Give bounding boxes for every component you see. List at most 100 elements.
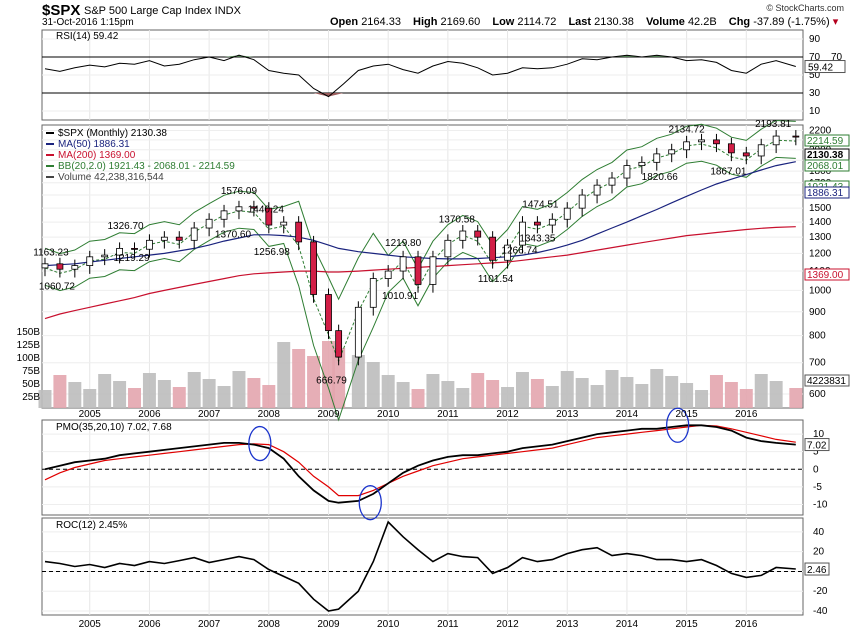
candle-body (638, 161, 646, 167)
volume-bar (366, 362, 380, 408)
volume-bar (172, 387, 186, 408)
volume-bar (38, 390, 52, 408)
candle-body (459, 230, 467, 241)
candle-body (444, 239, 452, 258)
volume-bar (128, 388, 142, 408)
candle-body (399, 256, 407, 272)
volume-bar (441, 381, 455, 408)
candle-body (429, 256, 437, 285)
candle-body (772, 135, 780, 146)
price-tick-label: 1800 (809, 166, 832, 177)
candle-body (668, 149, 676, 155)
x-tick-label: 2008 (258, 619, 281, 630)
datetime-stamp: 31-Oct-2016 1:15pm (42, 17, 134, 28)
brand-label[interactable]: © StockCharts.com (766, 3, 844, 13)
volume-bar (98, 374, 112, 408)
price-annotation: 2134.72 (669, 125, 706, 136)
candle-body (578, 194, 586, 209)
x-tick-label: 2007 (198, 619, 221, 630)
candle-body (414, 256, 422, 285)
volume-bar (789, 388, 803, 408)
price-annotation: 1060.72 (39, 281, 76, 292)
candle-body (310, 241, 317, 295)
last-label: Last (568, 16, 592, 28)
price-tick-label: 1300 (809, 232, 832, 243)
x-tick-label: 2013 (556, 409, 579, 420)
volume-bar (695, 390, 709, 408)
volume-bar (277, 342, 291, 408)
volume-bar (501, 387, 515, 408)
crossover-circle (358, 485, 382, 521)
price-annotation: 1820.66 (642, 172, 679, 183)
panel-frame-price (41, 124, 804, 409)
x-tick-label: 2008 (258, 409, 281, 420)
candle-body (533, 221, 541, 226)
volume-bar (650, 369, 664, 408)
pmo-current-label: 7.02 (807, 441, 827, 452)
price-annotation: 1867.01 (710, 167, 747, 178)
volume-bar (381, 375, 395, 408)
price-tick-label: 2200 (809, 125, 832, 136)
volume-bar (515, 372, 529, 408)
volume-bar (247, 378, 261, 408)
volume-bar (142, 373, 156, 408)
panel-frame-pmo (41, 419, 804, 516)
volume-bar (83, 389, 97, 408)
price-annotation: 1256.98 (254, 247, 291, 258)
volume-bar (456, 388, 470, 408)
rsi-tick-label: 30 (809, 88, 821, 99)
candle-body (71, 265, 79, 270)
price-annotation: 1370.58 (439, 214, 476, 225)
roc-tick-label: 40 (813, 527, 825, 538)
high-label: High (413, 16, 438, 28)
panel-frame-roc (41, 517, 804, 616)
x-tick-label: 2011 (437, 409, 459, 420)
volume-tick-label: 150B (17, 327, 41, 338)
price-annotation: 1343.35 (519, 234, 556, 245)
candle-body (757, 144, 765, 157)
low-value: 2114.72 (517, 16, 557, 28)
x-tick-label: 2007 (198, 409, 221, 420)
x-tick-label: 2015 (675, 409, 698, 420)
high-value: 2169.60 (440, 16, 481, 28)
volume-bar (322, 341, 335, 408)
volume-bar (560, 371, 574, 408)
price-annotation: 1163.23 (33, 248, 69, 259)
volume-bar (530, 379, 544, 408)
volume-bar (471, 373, 485, 408)
bb-lower-line (44, 156, 796, 422)
volume-bar (351, 355, 365, 408)
roc-tick-label: -40 (813, 606, 828, 617)
x-tick-label: 2014 (616, 619, 639, 630)
volume-bar (680, 383, 694, 408)
rsi-oversold-fill (313, 93, 329, 97)
price-tag-label: 1369.00 (807, 270, 844, 281)
price-tag-box (804, 186, 850, 199)
chg-label: Chg (728, 16, 751, 28)
candle-body (792, 135, 800, 138)
x-tick-label: 2014 (616, 409, 639, 420)
candle-body (205, 218, 213, 229)
price-annotation: 1326.70 (107, 221, 144, 232)
volume-value: 42.2B (687, 16, 717, 28)
volume-bar (217, 386, 231, 408)
x-tick-label: 2010 (377, 619, 400, 630)
candle-body (563, 207, 571, 220)
open-value: 2164.33 (361, 16, 401, 28)
x-tick-label: 2016 (735, 409, 758, 420)
low-label: Low (492, 16, 515, 28)
volume-bar (665, 376, 679, 408)
chg-value: -37.89 (-1.75%) (753, 16, 830, 28)
price-tag-box (804, 134, 850, 147)
roc-current-tag (804, 562, 830, 576)
candle-body (489, 236, 497, 261)
volume-bar (113, 381, 127, 408)
volume-label: Volume (645, 16, 685, 28)
volume-bar (545, 386, 559, 408)
volume-bar (620, 377, 634, 408)
candle-body (235, 206, 243, 212)
volume-bar (709, 375, 723, 408)
price-annotation: 1101.54 (478, 274, 514, 285)
candle-body (116, 247, 123, 256)
candle-body (250, 206, 258, 209)
